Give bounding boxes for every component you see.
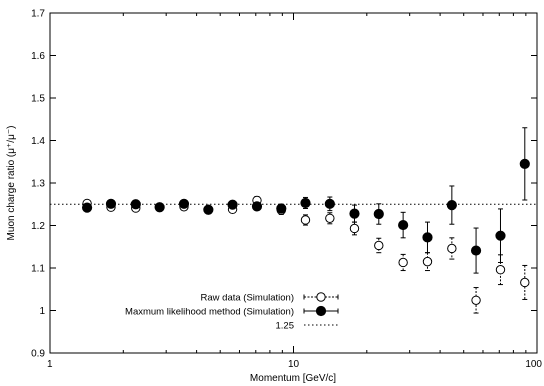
x-axis-label: Momentum [GeV/c] bbox=[250, 373, 336, 384]
filled-circle-point bbox=[276, 203, 287, 214]
open-circle-point bbox=[300, 215, 311, 225]
legend-filled-circle bbox=[315, 305, 327, 317]
filled-circle-point bbox=[178, 198, 190, 209]
x-tick-label: 100 bbox=[525, 359, 542, 370]
x-tick-label: 1 bbox=[47, 359, 53, 370]
filled-circle-point bbox=[398, 219, 409, 231]
legend: Raw data (Simulation) Maxmum likelihood m… bbox=[125, 292, 339, 332]
legend-label: 1.25 bbox=[276, 321, 295, 332]
filled-circle-point bbox=[446, 200, 457, 211]
filled-circle-point bbox=[81, 202, 93, 213]
data-series-layer bbox=[81, 127, 530, 314]
open-circle-point bbox=[422, 256, 433, 267]
y-tick-label: 1.4 bbox=[31, 136, 45, 147]
legend-label: Maxmum likelihood method (Simulation) bbox=[125, 307, 294, 318]
filled-circle-point bbox=[300, 197, 311, 209]
open-circle-point bbox=[349, 223, 360, 234]
filled-circle-point bbox=[495, 230, 506, 241]
open-circle-point bbox=[374, 240, 384, 251]
y-tick-label: 1.7 bbox=[31, 9, 45, 20]
legend-open-circle bbox=[316, 292, 326, 302]
filled-circle-point bbox=[470, 245, 482, 256]
open-circle-point bbox=[447, 243, 457, 254]
y-tick-label: 0.9 bbox=[31, 349, 45, 360]
filled-circle-point bbox=[105, 198, 117, 209]
y-tick-label: 1 bbox=[39, 306, 45, 317]
y-tick-label: 1.3 bbox=[31, 179, 45, 190]
y-tick-label: 1.6 bbox=[31, 51, 45, 62]
y-axis: 0.9 1 1.1 1.2 1.3 1.4 1.5 1.6 1.7 bbox=[31, 9, 537, 360]
y-tick-label: 1.5 bbox=[31, 94, 45, 105]
y-axis-label: Muon charge ratio (μ⁺/μ⁻) bbox=[6, 126, 17, 241]
filled-circle-point bbox=[373, 208, 384, 220]
open-circle-point bbox=[495, 265, 506, 275]
open-circle-point bbox=[471, 295, 481, 305]
series-raw-data bbox=[82, 195, 530, 314]
open-circle-point bbox=[398, 257, 408, 268]
filled-circle-point bbox=[519, 158, 530, 169]
filled-circle-point bbox=[422, 232, 433, 243]
open-circle-point bbox=[520, 277, 530, 288]
filled-circle-point bbox=[203, 204, 214, 215]
open-circle-point bbox=[325, 213, 335, 223]
filled-circle-point bbox=[227, 199, 238, 210]
filled-circle-point bbox=[130, 199, 141, 210]
x-tick-label: 10 bbox=[288, 359, 300, 370]
series-max-likelihood bbox=[81, 127, 530, 274]
legend-label: Raw data (Simulation) bbox=[201, 293, 294, 304]
filled-circle-point bbox=[324, 198, 335, 209]
filled-circle-point bbox=[154, 202, 165, 213]
y-tick-label: 1.2 bbox=[31, 221, 45, 232]
y-tick-label: 1.1 bbox=[31, 264, 45, 275]
x-axis: 1 10 100 bbox=[47, 13, 542, 370]
filled-circle-point bbox=[251, 201, 263, 212]
filled-circle-point bbox=[349, 208, 360, 219]
